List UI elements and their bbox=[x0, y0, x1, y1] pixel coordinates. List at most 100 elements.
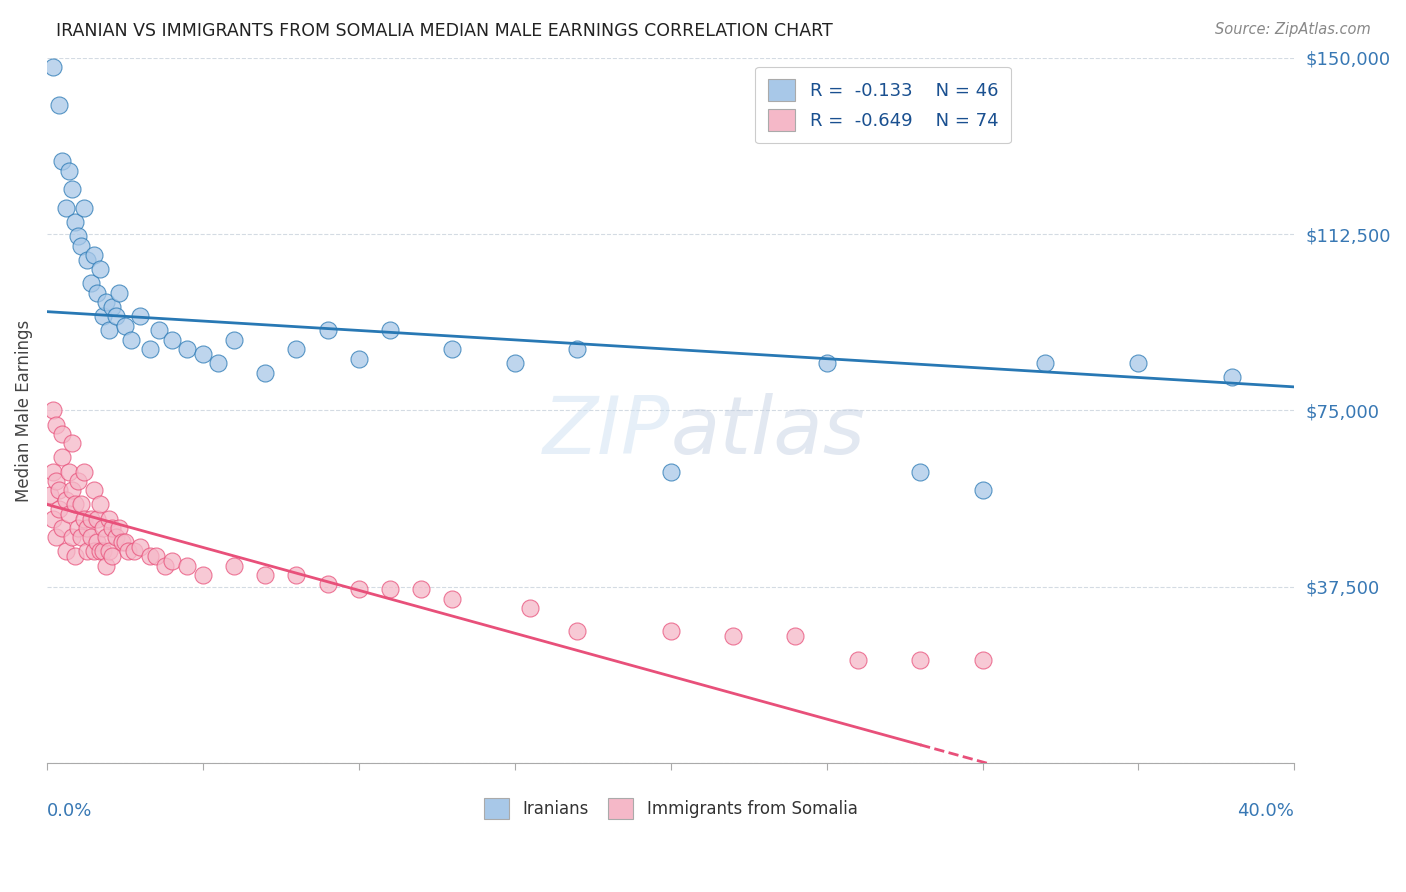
Point bbox=[98, 323, 121, 337]
Point bbox=[89, 544, 111, 558]
Point bbox=[94, 558, 117, 573]
Point bbox=[107, 521, 129, 535]
Point bbox=[42, 465, 65, 479]
Point bbox=[67, 474, 90, 488]
Point bbox=[55, 544, 77, 558]
Point bbox=[45, 530, 67, 544]
Point bbox=[347, 582, 370, 596]
Point bbox=[1128, 356, 1150, 370]
Point bbox=[58, 163, 80, 178]
Point bbox=[101, 300, 124, 314]
Point bbox=[83, 248, 105, 262]
Point bbox=[347, 351, 370, 366]
Point bbox=[60, 182, 83, 196]
Point bbox=[254, 366, 277, 380]
Point bbox=[222, 558, 245, 573]
Point bbox=[70, 498, 93, 512]
Text: Source: ZipAtlas.com: Source: ZipAtlas.com bbox=[1215, 22, 1371, 37]
Point bbox=[51, 154, 73, 169]
Text: 40.0%: 40.0% bbox=[1237, 802, 1295, 820]
Point bbox=[76, 544, 98, 558]
Point bbox=[207, 356, 229, 370]
Point bbox=[659, 465, 682, 479]
Point bbox=[316, 323, 339, 337]
Point bbox=[79, 277, 101, 291]
Point bbox=[91, 310, 114, 324]
Point bbox=[145, 549, 167, 564]
Point bbox=[42, 511, 65, 525]
Point bbox=[60, 436, 83, 450]
Point bbox=[55, 201, 77, 215]
Point bbox=[111, 535, 134, 549]
Point bbox=[104, 530, 127, 544]
Point bbox=[79, 511, 101, 525]
Point bbox=[89, 262, 111, 277]
Point bbox=[285, 568, 308, 582]
Point bbox=[139, 343, 162, 357]
Point bbox=[91, 521, 114, 535]
Point bbox=[129, 310, 152, 324]
Point bbox=[51, 450, 73, 465]
Text: IRANIAN VS IMMIGRANTS FROM SOMALIA MEDIAN MALE EARNINGS CORRELATION CHART: IRANIAN VS IMMIGRANTS FROM SOMALIA MEDIA… bbox=[56, 22, 832, 40]
Point bbox=[91, 544, 114, 558]
Point bbox=[76, 521, 98, 535]
Point bbox=[60, 530, 83, 544]
Point bbox=[316, 577, 339, 591]
Point bbox=[58, 507, 80, 521]
Point bbox=[94, 530, 117, 544]
Point bbox=[51, 426, 73, 441]
Point bbox=[117, 544, 139, 558]
Point bbox=[176, 558, 198, 573]
Point bbox=[60, 483, 83, 498]
Point bbox=[519, 601, 541, 615]
Point bbox=[48, 502, 70, 516]
Point bbox=[63, 498, 86, 512]
Point bbox=[86, 535, 108, 549]
Point bbox=[101, 521, 124, 535]
Point bbox=[441, 343, 464, 357]
Text: atlas: atlas bbox=[671, 392, 865, 471]
Point bbox=[79, 530, 101, 544]
Point bbox=[120, 333, 142, 347]
Point bbox=[70, 530, 93, 544]
Point bbox=[67, 229, 90, 244]
Text: 0.0%: 0.0% bbox=[46, 802, 93, 820]
Point bbox=[86, 285, 108, 300]
Point bbox=[721, 629, 744, 643]
Point bbox=[114, 535, 136, 549]
Point bbox=[83, 544, 105, 558]
Point bbox=[83, 483, 105, 498]
Text: ZIP: ZIP bbox=[543, 392, 671, 471]
Point bbox=[908, 465, 931, 479]
Point bbox=[101, 549, 124, 564]
Point bbox=[42, 403, 65, 417]
Point bbox=[565, 343, 588, 357]
Point bbox=[98, 511, 121, 525]
Point bbox=[114, 318, 136, 333]
Point bbox=[67, 521, 90, 535]
Point bbox=[1220, 370, 1243, 384]
Point bbox=[411, 582, 433, 596]
Point bbox=[846, 653, 869, 667]
Point bbox=[42, 60, 65, 74]
Point bbox=[155, 558, 177, 573]
Point bbox=[94, 295, 117, 310]
Point bbox=[191, 347, 214, 361]
Point bbox=[378, 582, 401, 596]
Point bbox=[55, 492, 77, 507]
Point bbox=[160, 554, 183, 568]
Point bbox=[441, 591, 464, 606]
Y-axis label: Median Male Earnings: Median Male Earnings bbox=[15, 319, 32, 501]
Point bbox=[48, 483, 70, 498]
Point bbox=[122, 544, 145, 558]
Point bbox=[1033, 356, 1056, 370]
Point bbox=[107, 285, 129, 300]
Point bbox=[63, 215, 86, 229]
Point bbox=[254, 568, 277, 582]
Point bbox=[58, 465, 80, 479]
Point bbox=[73, 465, 96, 479]
Point bbox=[73, 511, 96, 525]
Point bbox=[785, 629, 807, 643]
Point bbox=[139, 549, 162, 564]
Point bbox=[45, 474, 67, 488]
